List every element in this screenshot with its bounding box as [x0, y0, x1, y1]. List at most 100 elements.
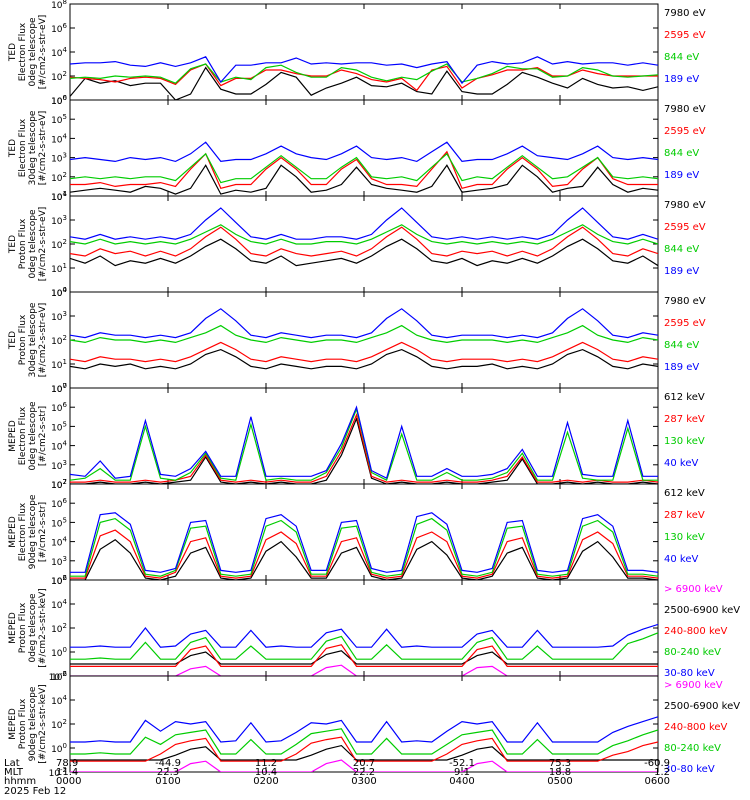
- footer-lat-value: 75.3: [549, 758, 571, 769]
- y-tick-label: 106: [51, 497, 67, 510]
- legend-entry: 2500-6900 keV: [664, 701, 740, 712]
- y-tick-exponent: 1: [63, 190, 67, 198]
- series-line: [70, 623, 658, 648]
- legend-entry: 2595 eV: [664, 318, 706, 329]
- y-axis-title-line: [#/cm2-s-str-keV]: [38, 588, 48, 667]
- y-tick-exponent: 2: [63, 622, 67, 630]
- legend-entry: 2595 eV: [664, 222, 706, 233]
- legend-entry: 240-800 keV: [664, 626, 728, 637]
- y-axis-title: MEPEDProton Flux0deg telescope[#/cm2-s-s…: [8, 588, 48, 667]
- series-line: [70, 405, 658, 480]
- legend-entry: 287 keV: [664, 414, 705, 425]
- series-line: [70, 736, 658, 762]
- legend-entry: > 6900 keV: [664, 584, 723, 595]
- y-tick-exponent: 2: [63, 718, 67, 726]
- y-axis-title-line: Electron Flux: [18, 118, 28, 177]
- y-tick-label: 107: [51, 382, 67, 395]
- y-tick-label: 103: [51, 214, 67, 227]
- y-tick-exponent: 5: [63, 516, 67, 524]
- y-axis-title: TEDElectron Flux0deg telescope[#/cm2-s-s…: [8, 15, 48, 90]
- legend-entry: 7980 eV: [664, 200, 706, 211]
- y-tick-exponent: 4: [63, 190, 68, 198]
- y-tick-label: 103: [51, 152, 67, 165]
- legend-entry: 844 eV: [664, 52, 699, 63]
- legend-entry: 2595 eV: [664, 30, 706, 41]
- y-tick-exponent: 5: [63, 420, 67, 428]
- legend-entry: 80-240 keV: [664, 647, 721, 658]
- y-tick-label: 106: [51, 94, 67, 107]
- y-tick-label: 102: [51, 718, 67, 731]
- y-tick-exponent: 2: [63, 478, 67, 486]
- legend-entry: 612 keV: [664, 488, 705, 499]
- y-tick-exponent: 0: [63, 742, 67, 750]
- y-tick-label: 100: [51, 646, 67, 659]
- footer-mlt-value: 1.2: [654, 767, 670, 778]
- series-line: [70, 644, 658, 668]
- y-tick-exponent: 6: [63, 94, 68, 102]
- panel-frame: [69, 3, 659, 101]
- y-tick-label: 104: [51, 440, 67, 453]
- y-axis-title-line: MEPED: [8, 516, 18, 548]
- y-axis-title: TEDProton Flux30deg telescope[#/cm2-s-st…: [8, 302, 48, 377]
- y-tick-exponent: 2: [63, 70, 67, 78]
- footer-lat-value: 11.2: [255, 758, 277, 769]
- y-tick-exponent: 4: [63, 286, 68, 294]
- y-tick-exponent: 7: [63, 478, 67, 486]
- legend-entry: 844 eV: [664, 148, 699, 159]
- series-line: [70, 164, 658, 195]
- y-axis-title-line: [#/cm2-s-str]: [38, 502, 48, 562]
- y-tick-exponent: 6: [63, 22, 68, 30]
- footer-lat-value: -60.9: [644, 758, 670, 769]
- y-tick-label: 104: [51, 286, 67, 299]
- series-line: [70, 744, 658, 761]
- y-tick-label: 102: [51, 238, 67, 251]
- legend-entry: 40 keV: [664, 458, 698, 469]
- legend-entry: 287 keV: [664, 510, 705, 521]
- y-tick-exponent: 4: [63, 440, 68, 448]
- footer-time-value: 0600: [645, 776, 670, 787]
- y-axis-title-line: TED: [8, 139, 18, 158]
- y-tick-exponent: 1: [63, 262, 67, 270]
- y-tick-exponent: 4: [63, 598, 68, 606]
- y-tick-label: 102: [51, 171, 67, 184]
- footer-time-value: 0300: [351, 776, 376, 787]
- y-axis-title-line: 90deg telescope: [28, 494, 38, 569]
- series-line: [70, 226, 658, 257]
- series-line: [70, 650, 658, 665]
- series-line: [70, 150, 658, 190]
- legend-entry: 80-240 keV: [664, 743, 721, 754]
- footer-row-label-mlt: MLT: [4, 767, 24, 778]
- series-group: [70, 207, 658, 267]
- legend-entry: 7980 eV: [664, 8, 706, 19]
- y-axis-title-line: 0deg telescope: [28, 209, 38, 279]
- y-axis-title-line: [#/cm2-s-str-eV]: [38, 207, 48, 282]
- series-line: [70, 56, 658, 85]
- y-tick-label: 107: [51, 478, 67, 491]
- legend-entry: 844 eV: [664, 244, 699, 255]
- series-line: [70, 341, 658, 363]
- y-tick-exponent: 7: [63, 382, 67, 390]
- y-tick-exponent: 2: [63, 574, 67, 582]
- y-axis-title-line: 30deg telescope: [28, 110, 38, 185]
- y-axis-title-line: Electron Flux: [18, 406, 28, 465]
- series-line: [70, 512, 658, 573]
- y-axis-title-line: [#/cm2-s-str]: [38, 406, 48, 466]
- series-line: [70, 152, 658, 184]
- y-tick-exponent: 2: [63, 334, 67, 342]
- y-axis-title: MEPEDElectron Flux90deg telescope[#/cm2-…: [8, 494, 48, 569]
- footer-time-value: 0500: [547, 776, 572, 787]
- y-tick-label: 101: [51, 358, 67, 371]
- footer-row-label-lat: Lat: [4, 758, 20, 769]
- footer-mlt-value: 9.1: [454, 767, 470, 778]
- y-tick-exponent: 5: [63, 113, 67, 121]
- footer-time-value: 0400: [449, 776, 474, 787]
- legend-entry: 612 keV: [664, 392, 705, 403]
- series-group: [70, 623, 658, 676]
- y-tick-exponent: 0: [63, 382, 67, 390]
